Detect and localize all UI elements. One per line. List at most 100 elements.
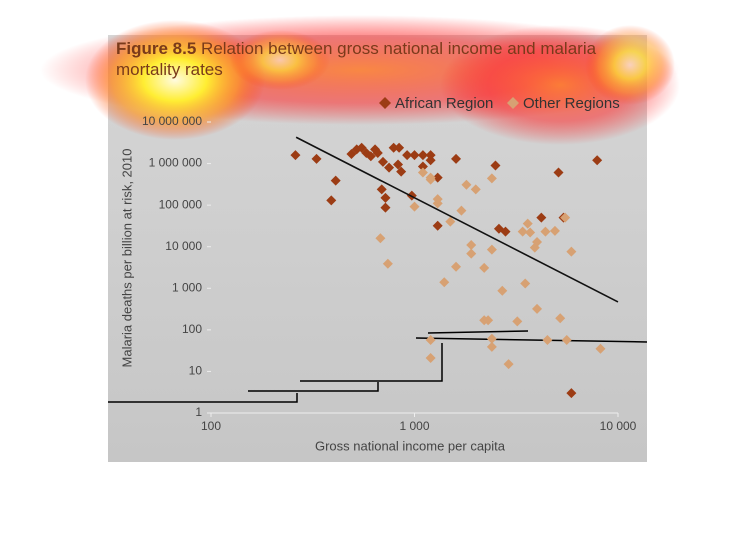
legend-swatch <box>379 97 391 109</box>
legend-label: Other Regions <box>523 95 620 112</box>
point <box>451 261 462 272</box>
x-tick-label: 10 000 <box>600 419 637 433</box>
point <box>382 258 393 269</box>
point <box>376 184 387 195</box>
trend-line <box>295 136 619 303</box>
point <box>536 212 547 223</box>
point <box>522 218 533 229</box>
overlay-lines <box>108 330 648 403</box>
point <box>479 262 490 273</box>
point <box>365 151 376 162</box>
heatmap <box>40 15 680 145</box>
point <box>517 226 528 237</box>
point <box>592 155 603 166</box>
point <box>396 166 407 177</box>
point <box>425 155 436 166</box>
point <box>409 150 420 161</box>
point <box>595 343 606 354</box>
point <box>486 173 497 184</box>
title-text: Relation between gross national income a… <box>116 39 597 79</box>
overlay-line <box>108 393 298 403</box>
point <box>417 167 428 178</box>
point <box>553 167 564 178</box>
point <box>330 175 341 186</box>
point <box>486 333 497 344</box>
point <box>500 226 511 237</box>
point <box>425 174 436 185</box>
point <box>532 236 543 247</box>
overlay-line <box>427 330 529 334</box>
point <box>561 335 572 346</box>
point <box>466 239 477 250</box>
point <box>566 246 577 257</box>
point <box>388 142 399 153</box>
point <box>380 192 391 203</box>
point <box>451 153 462 164</box>
point <box>445 216 456 227</box>
point <box>417 161 428 172</box>
y-tick-label: 1 000 <box>172 280 202 294</box>
y-tick-label: 10 000 000 <box>142 114 202 128</box>
point <box>393 159 404 170</box>
point <box>532 303 543 314</box>
y-tick-label: 1 000 000 <box>149 156 203 170</box>
heat-blob <box>230 30 330 90</box>
point <box>425 335 436 346</box>
point <box>409 201 420 212</box>
point <box>503 359 514 370</box>
point <box>394 142 405 153</box>
point <box>486 341 497 352</box>
point <box>456 205 467 216</box>
point <box>384 162 395 173</box>
point <box>560 212 571 223</box>
point <box>372 147 383 158</box>
point <box>311 153 322 164</box>
point <box>432 194 443 205</box>
figure-label: Figure 8.5 <box>116 39 197 58</box>
point <box>425 150 436 161</box>
y-tick-label: 1 <box>195 405 202 419</box>
x-tick-label: 1 000 <box>399 419 429 433</box>
heat-blob <box>85 20 265 140</box>
point <box>326 195 337 206</box>
overlay-line <box>248 382 379 392</box>
point <box>566 388 577 399</box>
x-tick-label: 100 <box>201 419 221 433</box>
point <box>490 160 501 171</box>
chart-title: Figure 8.5 Relation between gross nation… <box>116 38 636 80</box>
point <box>417 150 428 161</box>
overlay-line <box>300 343 443 382</box>
x-axis-label: Gross national income per capita <box>315 438 506 453</box>
legend-swatch <box>507 97 519 109</box>
point <box>461 179 472 190</box>
point <box>497 285 508 296</box>
point <box>402 150 413 161</box>
point <box>375 233 386 244</box>
point <box>380 202 391 213</box>
point <box>470 184 481 195</box>
point <box>542 335 553 346</box>
point <box>540 226 551 237</box>
point <box>377 156 388 167</box>
point <box>479 315 490 326</box>
point <box>486 244 497 255</box>
point <box>425 353 436 364</box>
point <box>432 220 443 231</box>
legend-label: African Region <box>395 95 493 112</box>
point <box>555 313 566 324</box>
point <box>549 225 560 236</box>
point <box>290 150 301 161</box>
point <box>520 278 531 289</box>
point <box>466 248 477 259</box>
point <box>525 227 536 238</box>
overlay-line <box>415 337 648 343</box>
y-tick-label: 10 000 <box>165 239 202 253</box>
y-tick-label: 100 000 <box>159 197 203 211</box>
y-tick-label: 100 <box>182 322 202 336</box>
y-tick-label: 10 <box>189 364 203 378</box>
heat-blob <box>585 25 675 105</box>
point <box>439 277 450 288</box>
y-axis-label: Malaria deaths per billion at risk, 2010 <box>119 149 134 368</box>
